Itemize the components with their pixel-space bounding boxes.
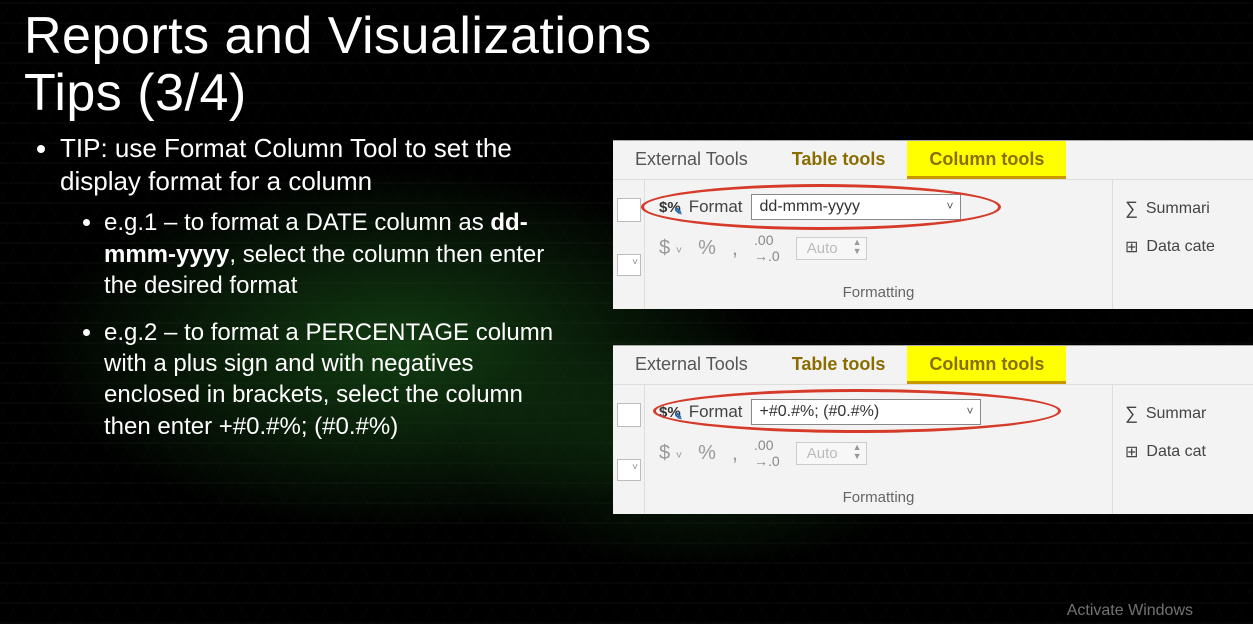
content-row: TIP: use Format Column Tool to set the d… <box>0 122 1253 514</box>
data-category-row-2[interactable]: ⊞ Data cat <box>1125 442 1245 462</box>
currency-button-2[interactable]: $ ˅ <box>659 442 682 465</box>
format-row: $%✎ Format dd-mmm-yyyy <box>659 194 1098 220</box>
slide-title: Reports and Visualizations Tips (3/4) <box>0 0 1253 122</box>
percent-button-2[interactable]: % <box>698 442 716 465</box>
stub-box-1b[interactable] <box>617 403 641 427</box>
group-label-2: Formatting <box>659 489 1098 510</box>
summarization-row[interactable]: ∑ Summari <box>1125 198 1245 219</box>
summarization-row-2[interactable]: ∑ Summar <box>1125 403 1245 424</box>
bullet-main: TIP: use Format Column Tool to set the d… <box>60 132 569 441</box>
tab-table-tools[interactable]: Table tools <box>770 141 908 179</box>
tab-table-tools-2[interactable]: Table tools <box>770 346 908 384</box>
data-category-row[interactable]: ⊞ Data cate <box>1125 237 1245 257</box>
formatting-group-2: $%✎ Format +#0.#%; (#0.#%) $ ˅ % , .00→.… <box>645 385 1113 514</box>
format-label: Format <box>689 197 743 217</box>
bullet-eg1: e.g.1 – to format a DATE column as dd-mm… <box>104 207 569 301</box>
decimal-icon-2: .00→.0 <box>754 437 780 469</box>
stub-box-2b[interactable] <box>617 459 641 481</box>
title-line-2: Tips (3/4) <box>24 65 1253 122</box>
format-row-2b: $ ˅ % , .00→.0 Auto▲▼ <box>659 437 1098 469</box>
decimal-icon: .00→.0 <box>754 232 780 264</box>
data-category-icon: ⊞ <box>1125 237 1138 257</box>
stub-box-2[interactable] <box>617 254 641 276</box>
decimal-places-input-2[interactable]: Auto▲▼ <box>796 442 867 465</box>
tab-column-tools[interactable]: Column tools <box>907 141 1066 179</box>
eg1-prefix: e.g.1 – to format a DATE column as <box>104 209 490 236</box>
left-stub-2 <box>613 385 645 514</box>
ribbon-screenshot-2: External Tools Table tools Column tools … <box>613 345 1253 514</box>
title-line-1: Reports and Visualizations <box>24 8 1253 65</box>
ribbon-screenshot-1: External Tools Table tools Column tools … <box>613 140 1253 309</box>
format-row-2: $ ˅ % , .00→.0 Auto▲▼ <box>659 232 1098 264</box>
summarize-label-2: Summar <box>1146 405 1206 423</box>
format-dropdown[interactable]: dd-mmm-yyyy <box>751 194 961 220</box>
bullet-eg2: e.g.2 – to format a PERCENTAGE column wi… <box>104 317 569 442</box>
summarize-label: Summari <box>1146 200 1210 218</box>
sigma-icon-2: ∑ <box>1125 403 1138 424</box>
thousands-button-2[interactable]: , <box>732 440 738 466</box>
thousands-button[interactable]: , <box>732 235 738 261</box>
windows-watermark: Activate Windows <box>1067 602 1193 620</box>
properties-group: ∑ Summari ⊞ Data cate <box>1113 180 1253 309</box>
datacat-label-2: Data cat <box>1146 443 1206 461</box>
percent-button[interactable]: % <box>698 237 716 260</box>
formatting-group: $%✎ Format dd-mmm-yyyy $ ˅ % , .00→.0 Au… <box>645 180 1113 309</box>
group-label: Formatting <box>659 284 1098 305</box>
currency-button[interactable]: $ ˅ <box>659 237 682 260</box>
ribbon-tabs-2: External Tools Table tools Column tools <box>613 346 1253 384</box>
bullet-main-text: TIP: use Format Column Tool to set the d… <box>60 133 512 196</box>
format-value-2: +#0.#%; (#0.#%) <box>760 403 880 421</box>
bullet-column: TIP: use Format Column Tool to set the d… <box>0 132 569 514</box>
tab-external-tools-2[interactable]: External Tools <box>613 346 770 384</box>
left-stub <box>613 180 645 309</box>
format-dropdown-2[interactable]: +#0.#%; (#0.#%) <box>751 399 981 425</box>
ribbon-tabs: External Tools Table tools Column tools <box>613 141 1253 179</box>
auto-label: Auto <box>807 240 838 257</box>
decimal-places-input[interactable]: Auto▲▼ <box>796 237 867 260</box>
auto-label-2: Auto <box>807 445 838 462</box>
data-category-icon-2: ⊞ <box>1125 442 1138 462</box>
screenshot-column: External Tools Table tools Column tools … <box>569 132 1253 514</box>
format-icon: $%✎ <box>659 199 681 216</box>
format-icon-2: $%✎ <box>659 404 681 421</box>
datacat-label: Data cate <box>1146 238 1214 256</box>
sigma-icon: ∑ <box>1125 198 1138 219</box>
tab-external-tools[interactable]: External Tools <box>613 141 770 179</box>
format-row-2a: $%✎ Format +#0.#%; (#0.#%) <box>659 399 1098 425</box>
ribbon-body: $%✎ Format dd-mmm-yyyy $ ˅ % , .00→.0 Au… <box>613 179 1253 309</box>
properties-group-2: ∑ Summar ⊞ Data cat <box>1113 385 1253 514</box>
tab-column-tools-2[interactable]: Column tools <box>907 346 1066 384</box>
stub-box-1[interactable] <box>617 198 641 222</box>
format-label-2: Format <box>689 402 743 422</box>
format-value: dd-mmm-yyyy <box>760 198 860 216</box>
ribbon-body-2: $%✎ Format +#0.#%; (#0.#%) $ ˅ % , .00→.… <box>613 384 1253 514</box>
